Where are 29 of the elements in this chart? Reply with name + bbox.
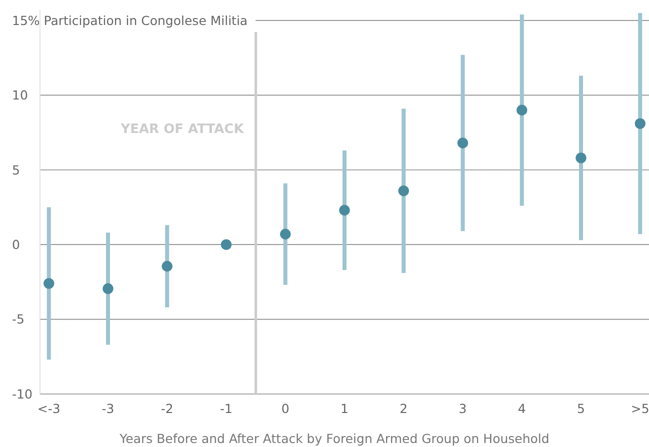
x-tick-label: 0: [281, 401, 290, 416]
point: [398, 185, 409, 196]
x-tick-label: 1: [340, 401, 348, 416]
x-axis-title: Years Before and After Attack by Foreign Armed Group on Household: [118, 431, 550, 446]
x-tick-label: -1: [220, 401, 232, 416]
y-tick-label: 0: [12, 236, 20, 252]
point: [339, 204, 350, 216]
y-tick-label: -5: [12, 312, 24, 327]
point: [576, 152, 586, 164]
y-tick-label: 5: [12, 162, 20, 178]
point: [220, 239, 232, 250]
point: [102, 283, 114, 294]
point: [634, 118, 646, 129]
y-tick-label: 15% Participation in Congolese Militia: [12, 12, 248, 28]
y-tick-label: -10: [12, 386, 32, 402]
point: [44, 278, 54, 289]
point: [516, 104, 528, 116]
point: [280, 228, 291, 240]
x-tick-label: -2: [160, 401, 174, 416]
x-tick-label: 4: [518, 401, 526, 416]
y-tick-label: 10: [12, 88, 28, 103]
x-tick-label: <-3: [37, 401, 60, 416]
x-tick-label: 2: [400, 401, 408, 416]
point: [162, 260, 172, 272]
x-tick-label: 5: [577, 401, 585, 416]
x-tick-label: -3: [102, 401, 114, 416]
x-tick-label: >5: [630, 401, 649, 416]
x-tick-label: 3: [458, 401, 467, 416]
point: [457, 138, 468, 148]
